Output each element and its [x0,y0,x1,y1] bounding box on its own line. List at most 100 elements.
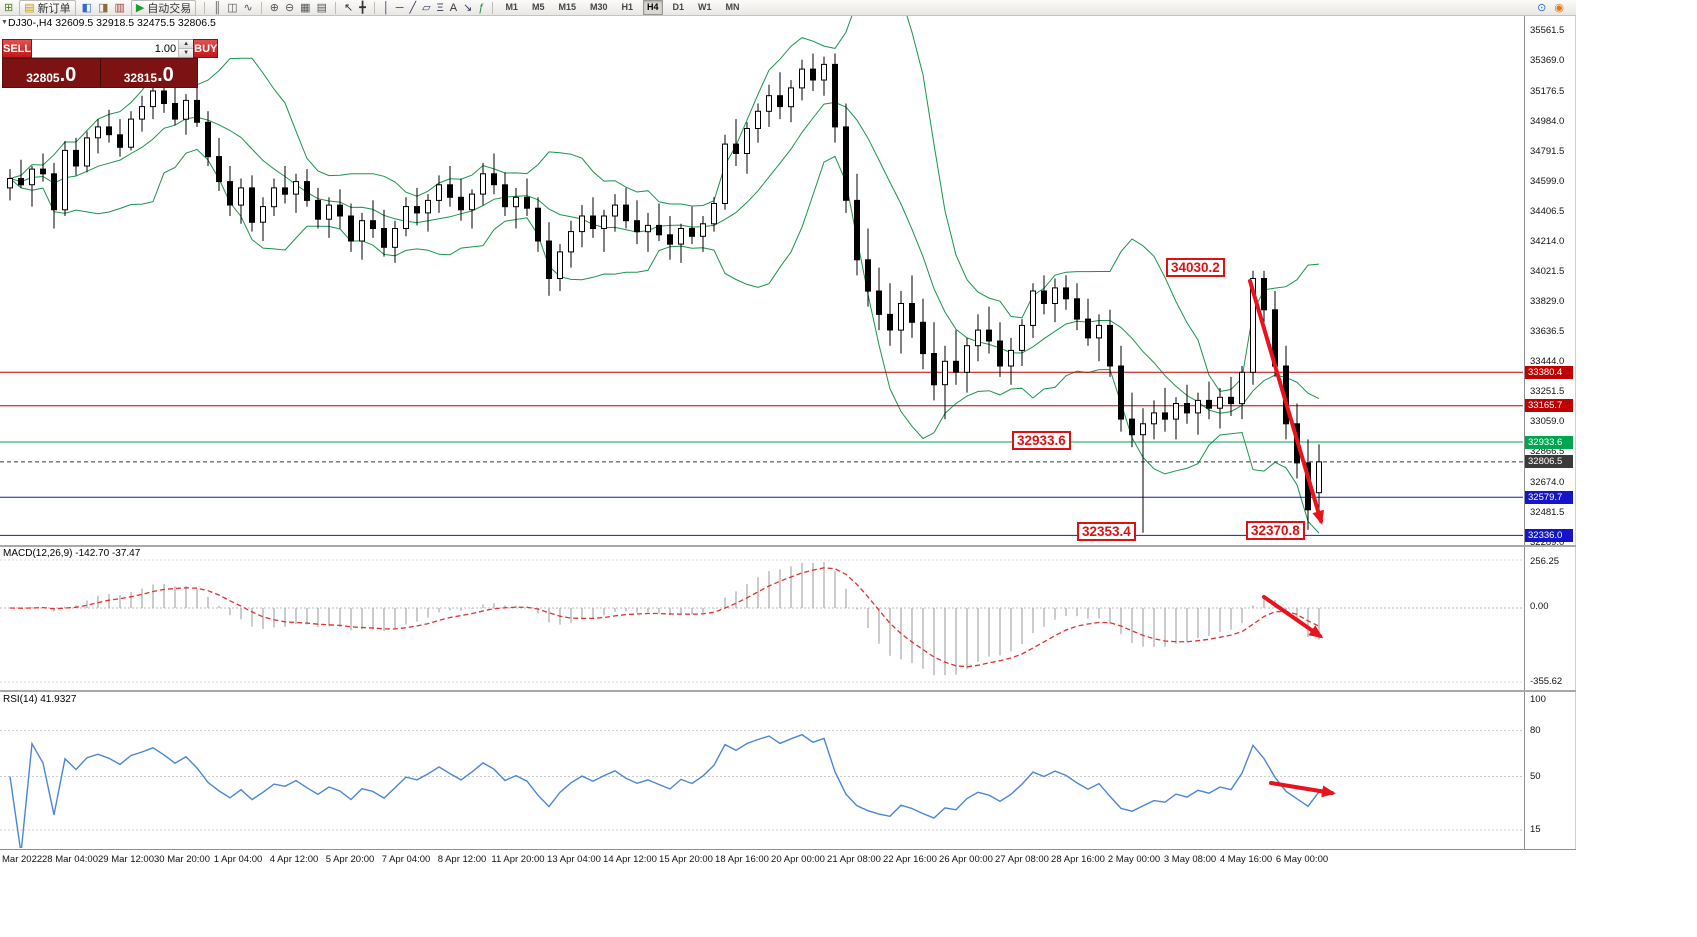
horizontal-line-tool-icon[interactable]: ─ [395,1,404,14]
time-axis-label: 20 Apr 00:00 [771,854,825,865]
arrows-tool-icon[interactable]: ↘ [463,1,473,14]
price-tick-label: 32289.0 [1530,536,1565,548]
bar-chart-icon[interactable]: ║ [213,1,222,14]
time-axis-label: 11 Apr 20:00 [491,854,545,865]
time-axis-label: 8 Apr 12:00 [437,854,487,865]
price-level-tag: 32933.6 [1525,435,1573,449]
price-tick-label: 34791.5 [1530,145,1565,157]
price-tick-label: 33059.0 [1530,416,1565,428]
macd-pane[interactable] [0,546,1523,690]
pane-separator[interactable] [0,545,1576,547]
macd-indicator-label: MACD(12,26,9) -142.70 -37.47 [3,548,141,559]
text-tool-icon[interactable]: A [449,1,458,14]
chart-title: DJ30-,H4 32609.5 32918.5 32475.5 32806.5 [8,17,216,29]
cursor-icon[interactable]: ↖ [343,1,354,14]
new-order-button[interactable]: ▤ 新订单 [19,0,76,16]
buy-button[interactable]: BUY [193,39,219,58]
price-callout: 34030.2 [1166,258,1225,277]
timeframe-d1-button[interactable]: D1 [672,2,685,12]
time-axis-label: 13 Apr 04:00 [547,854,601,865]
price-chart-pane[interactable] [0,16,1523,545]
rsi-axis-label: 50 [1530,770,1541,782]
zoom-in-icon[interactable]: ⊕ [269,1,279,14]
line-chart-icon[interactable]: ∿ [243,1,253,14]
time-axis[interactable]: Mar 2022 28 Mar 04:00 29 Mar 12:00 30 Mar 2… [0,849,1576,871]
time-axis-label: 3 May 08:00 [1163,854,1217,865]
price-axis[interactable]: 35561.5 35369.0 35176.5 34984.0 34791.5 34599… [1524,16,1576,849]
rsi-pane[interactable] [0,691,1523,848]
rsi-axis-label: 80 [1530,724,1541,736]
price-tick-label: 34406.5 [1530,205,1565,217]
timeframe-h1-button[interactable]: H1 [621,2,634,12]
channel-tool-icon[interactable]: ▱ [422,1,431,14]
trendline-tool-icon[interactable]: ╱ [409,1,417,14]
time-axis-label: 26 Apr 00:00 [939,854,993,865]
timeframe-h4-button[interactable]: H4 [643,0,663,15]
time-axis-label: 7 Apr 04:00 [381,854,431,865]
time-axis-label: 27 Apr 08:00 [995,854,1049,865]
sell-button[interactable]: SELL [2,39,33,58]
current-price-tag: 32806.5 [1525,455,1573,469]
macd-axis-label: 256.25 [1530,556,1560,567]
indicators-icon[interactable]: ƒ [478,1,485,14]
price-tick-label: 33251.5 [1530,386,1565,398]
toolbar-separator [260,1,262,14]
chart-menu-icon[interactable]: ▼ [1,19,8,26]
market-watch-icon[interactable]: ◧ [81,1,93,14]
crosshair-icon[interactable]: ╋ [359,1,366,14]
timeframe-m5-button[interactable]: M5 [531,2,545,12]
pane-separator[interactable] [0,690,1576,692]
timeframe-w1-button[interactable]: W1 [698,2,712,12]
alerts-icon[interactable]: ◉ [1554,1,1564,14]
timeframe-m15-button[interactable]: M15 [558,2,576,12]
price-tick-label: 32866.5 [1530,446,1565,458]
timeframe-m30-button[interactable]: M30 [589,2,608,12]
new-order-label: 新订单 [37,2,71,15]
time-axis-label: 4 Apr 12:00 [269,854,319,865]
new-order-icon: ▤ [24,1,35,14]
navigator-icon[interactable]: ◨ [98,1,109,14]
zoom-out-icon[interactable]: ⊖ [284,1,295,14]
macd-axis-label: -355.62 [1530,676,1563,687]
rsi-axis-label: 15 [1530,824,1541,836]
volume-input[interactable] [32,40,179,57]
timeframe-mn-button[interactable]: MN [725,2,740,12]
sell-price-main: 32805 [26,71,60,85]
price-tick-label: 34599.0 [1530,175,1565,187]
toolbar-separator [204,1,206,14]
auto-trading-icon: ▶ [135,1,145,14]
time-axis-label: 30 Mar 20:00 [154,854,210,865]
volume-stepper: ▲ ▼ [178,40,194,57]
time-axis-label: 22 Apr 16:00 [883,854,937,865]
price-level-tag: 32336.0 [1525,528,1573,542]
price-level-tag: 33165.7 [1525,399,1573,413]
buy-price[interactable]: 32815 .0 [101,59,198,87]
new-chart-icon[interactable]: ⊞ [4,1,14,14]
fibonacci-tool-icon[interactable]: Ξ [436,1,444,14]
auto-trading-button[interactable]: ▶ 自动交易 [130,0,197,16]
price-callout: 32353.4 [1077,522,1136,541]
magnifier-icon[interactable]: ⊙ [1537,1,1547,14]
volume-increase-icon[interactable]: ▲ [179,40,194,49]
cascade-windows-icon[interactable]: ▤ [316,1,327,14]
buy-price-main: 32815 [123,71,158,85]
terminal-icon[interactable]: ▥ [114,1,125,14]
time-axis-label: 6 May 00:00 [1275,854,1329,865]
time-axis-label: 28 Apr 16:00 [1051,854,1105,865]
volume-decrease-icon[interactable]: ▼ [179,49,194,57]
price-tick-label: 35369.0 [1530,55,1565,67]
timeframe-m1-button[interactable]: M1 [505,2,518,12]
sell-price[interactable]: 32805 .0 [3,59,101,87]
tile-windows-icon[interactable]: ▦ [300,1,311,14]
time-axis-label: 29 Mar 12:00 [98,854,154,865]
buy-price-pips: .0 [157,64,174,86]
time-axis-label: 2 May 00:00 [1107,854,1161,865]
price-tick-label: 35176.5 [1530,85,1565,97]
time-axis-label: Mar 2022 [2,854,43,865]
main-toolbar: ⊞ ▤ 新订单 ◧ ◨ ▥ ▶ 自动交易 ║ ◫ ∿ ⊕ ⊖ ▦ ▤ ↖ ╋ │… [0,0,1576,16]
price-tick-label: 33444.0 [1530,356,1565,368]
one-click-trading-panel: SELL ▲ ▼ BUY 32805 .0 32815 .0 [2,39,219,88]
vertical-line-tool-icon[interactable]: │ [382,1,390,14]
candlestick-chart-icon[interactable]: ◫ [227,1,238,14]
